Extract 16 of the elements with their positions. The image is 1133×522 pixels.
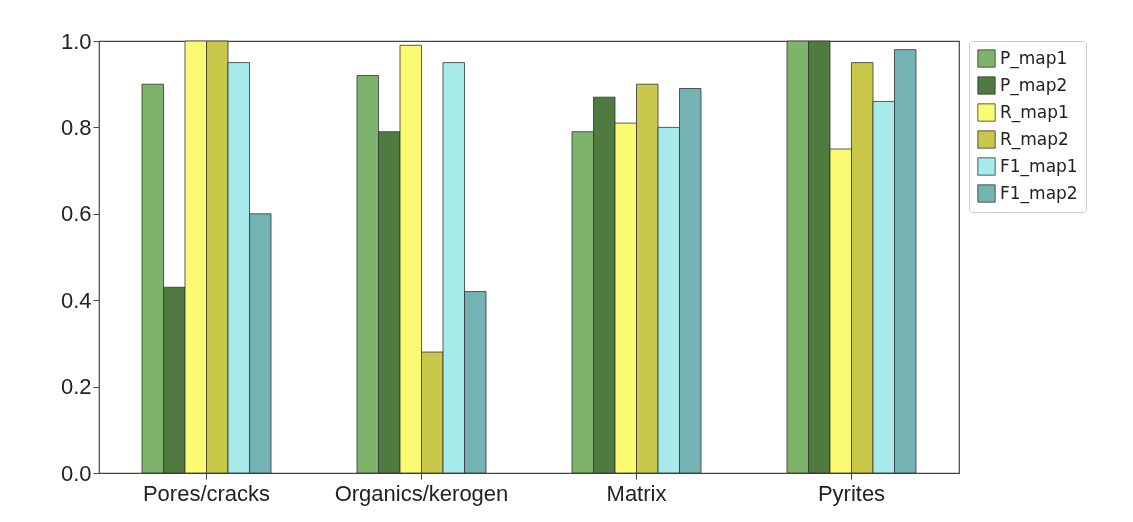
y-tick-label: 0.8 bbox=[60, 114, 92, 140]
legend-label: R_map2 bbox=[1000, 128, 1069, 150]
x-tick-label: Pores/cracks bbox=[142, 480, 271, 506]
x-tick-label: Organics/kerogen bbox=[334, 480, 509, 506]
x-tick-label: Pyrites bbox=[817, 480, 886, 506]
y-tick-label: 0.0 bbox=[60, 460, 92, 486]
y-tick-label: 0.4 bbox=[60, 287, 92, 313]
x-tick-label: Matrix bbox=[606, 480, 667, 506]
legend-label: F1_map2 bbox=[1000, 182, 1078, 204]
legend-label: P_map2 bbox=[1000, 74, 1068, 96]
legend-label: F1_map1 bbox=[1000, 155, 1078, 177]
legend-label: P_map1 bbox=[1000, 47, 1068, 69]
y-tick-label: 0.6 bbox=[60, 201, 92, 227]
legend-label: R_map1 bbox=[1000, 101, 1069, 123]
y-tick-label: 0.2 bbox=[60, 374, 92, 400]
y-tick-label: 1.0 bbox=[60, 28, 92, 54]
